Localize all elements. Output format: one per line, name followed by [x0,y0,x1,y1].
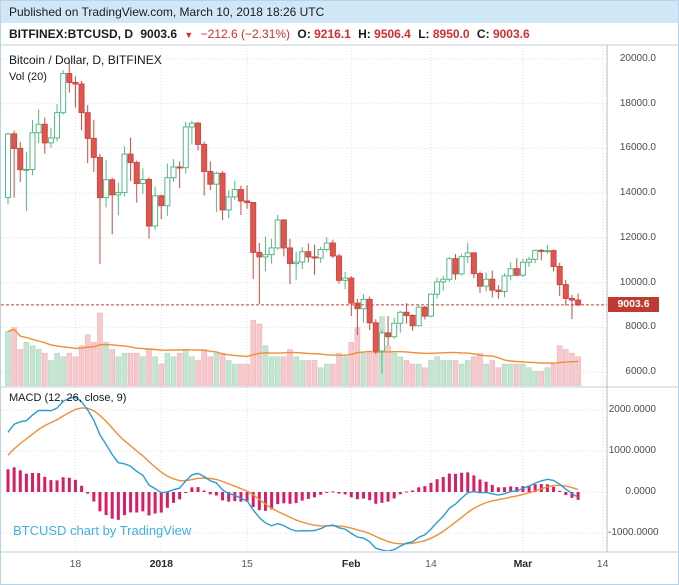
price-axis-tick: 20000.0 [619,53,656,64]
high-label: H: [358,27,371,41]
price-axis-tick: 8000.0 [625,321,656,333]
close-value: 9003.6 [492,27,530,41]
price-axis-tick: 14000.0 [619,187,656,199]
macd-axis-tick: -1000.0000 [608,527,659,538]
macd-histogram [6,467,580,520]
volume-bars [5,312,581,386]
price-axis-tick: 12000.0 [619,231,656,243]
time-axis-tick: 18 [69,558,82,570]
main-pane-legend: Bitcoin / Dollar, D, BITFINEX [9,53,162,67]
tradingview-watermark-link[interactable]: BTCUSD chart by TradingView [13,523,192,538]
high-value: 9506.4 [374,27,411,41]
candlesticks [5,61,582,374]
volume-ma-line [7,328,579,364]
publish-info-bar: Published on TradingView.com, March 10, … [1,1,678,23]
macd-axis-tick: 2000.0000 [608,404,656,415]
time-axis-tick: 15 [241,558,253,570]
open-value: 9216.1 [314,27,351,41]
price-axis-tick: 18000.0 [619,97,656,109]
time-axis-tick: 14 [425,558,437,570]
price-change: −212.6 (−2.31%) [200,27,291,41]
open-label: O: [297,27,311,41]
publish-info-text: Published on TradingView.com, March 10, … [9,5,325,19]
time-axis-tick: 2018 [149,558,173,570]
price-axis-tick: 6000.0 [625,366,656,377]
symbol-name: BITFINEX:BTCUSD, D [9,27,133,41]
macd-axis-tick: 0.0000 [625,486,656,497]
low-label: L: [418,27,430,41]
low-value: 8950.0 [432,27,470,41]
price-axis-tick: 16000.0 [619,142,656,154]
time-axis-tick: 14 [596,558,609,570]
macd-axis-tick: 1000.0000 [608,445,656,456]
volume-legend: Vol (20) [9,71,47,83]
close-label: C: [476,27,490,41]
macd-signal-line [7,407,579,545]
price-axis-tick: 10000.0 [619,276,656,288]
time-axis-tick: Mar [513,558,533,570]
macd-line [7,396,579,551]
arrow-down-icon: ▼ [184,30,194,40]
last-price-value: 9003.6 [140,27,178,41]
macd-legend: MACD (12, 26, close, 9) [9,392,127,404]
time-axis-tick: Feb [341,558,361,570]
last-price-axis-label: 9003.6 [608,297,659,313]
symbol-info-bar: BITFINEX:BTCUSD, D 9003.6 ▼ −212.6 (−2.3… [1,23,678,45]
